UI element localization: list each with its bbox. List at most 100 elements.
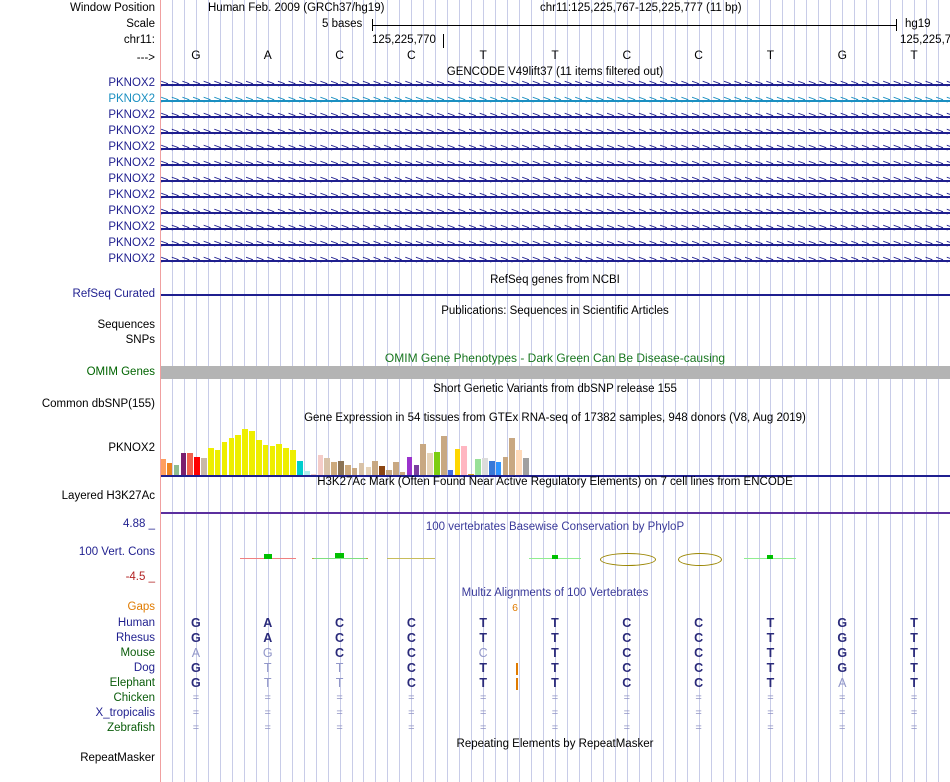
gencode-strand-arrows: >>>>>>>>>>>>>>>>>>>>>>>>>>>>>>>>>>>>>>>>… [160,253,950,266]
multiz-gap-dash: = [192,722,200,734]
gridline [172,0,173,782]
publications-sequences-label: Sequences [97,319,155,331]
repeatmasker-track-title: Repeating Elements by RepeatMasker [456,738,654,750]
gencode-gene-line [160,180,950,182]
gencode-gene-row[interactable]: >>>>>>>>>>>>>>>>>>>>>>>>>>>>>>>>>>>>>>>>… [160,205,950,218]
gencode-gene-row[interactable]: >>>>>>>>>>>>>>>>>>>>>>>>>>>>>>>>>>>>>>>>… [160,173,950,186]
gencode-gene-row[interactable]: >>>>>>>>>>>>>>>>>>>>>>>>>>>>>>>>>>>>>>>>… [160,253,950,266]
gencode-gene-row[interactable]: >>>>>>>>>>>>>>>>>>>>>>>>>>>>>>>>>>>>>>>>… [160,109,950,122]
multiz-gap-dash: = [192,692,200,704]
gridline [411,0,412,782]
gridline [687,0,688,782]
multiz-gap-dash: = [695,707,702,719]
multiz-gap-dash: = [623,707,631,719]
gencode-strand-arrows: >>>>>>>>>>>>>>>>>>>>>>>>>>>>>>>>>>>>>>>>… [160,221,950,234]
multiz-gap-dash: = [551,692,559,704]
gridline [914,0,915,782]
multiz-gap-dash: = [767,692,774,704]
multiz-gap-dash: = [551,722,559,734]
gridline [711,0,712,782]
gtex-tissue-bar [413,464,420,475]
multiz-gap-dash: = [192,707,200,719]
multiz-alignment-row[interactable]: = = = = = = = = = = = [160,706,950,721]
omim-gene-bar[interactable] [160,366,950,379]
scale-bases-label: 5 bases [322,18,363,30]
multiz-base: T [766,646,775,660]
multiz-base: C [406,661,416,675]
multiz-gap-dash: = [695,722,702,734]
gencode-strand-arrows: >>>>>>>>>>>>>>>>>>>>>>>>>>>>>>>>>>>>>>>>… [160,205,950,218]
gencode-gene-row[interactable]: >>>>>>>>>>>>>>>>>>>>>>>>>>>>>>>>>>>>>>>>… [160,125,950,138]
multiz-species-label-x_tropicalis: X_tropicalis [95,707,155,719]
multiz-gap-dash: = [336,722,343,734]
gridline [651,0,652,782]
multiz-base: T [766,676,775,690]
conservation-score-block [263,554,272,559]
gencode-gene-row[interactable]: >>>>>>>>>>>>>>>>>>>>>>>>>>>>>>>>>>>>>>>>… [160,157,950,170]
gtex-tissue-bar [516,450,522,475]
multiz-alignment-row[interactable]: = = = = = = = = = = = [160,721,950,736]
gridline [854,0,855,782]
gencode-gene-row[interactable]: >>>>>>>>>>>>>>>>>>>>>>>>>>>>>>>>>>>>>>>>… [160,77,950,90]
gridline [543,0,544,782]
conservation-lens-shape [677,553,722,566]
gencode-gene-line [160,244,950,246]
gencode-gene-row[interactable]: >>>>>>>>>>>>>>>>>>>>>>>>>>>>>>>>>>>>>>>>… [160,221,950,234]
gridline-layer [160,0,950,782]
multiz-base: C [694,616,704,630]
gencode-gene-label: PKNOX2 [108,205,155,217]
gtex-tissue-bar [228,438,235,475]
gencode-gene-label: PKNOX2 [108,253,155,265]
multiz-base: C [622,616,632,630]
gencode-gene-line [160,212,950,214]
gencode-gene-row[interactable]: >>>>>>>>>>>>>>>>>>>>>>>>>>>>>>>>>>>>>>>>… [160,93,950,106]
gencode-gene-line [160,116,950,118]
layered-h3k27ac-label: Layered H3K27Ac [61,490,155,502]
gtex-tissue-bar [523,458,529,475]
gencode-gene-row[interactable]: >>>>>>>>>>>>>>>>>>>>>>>>>>>>>>>>>>>>>>>>… [160,141,950,154]
gtex-tissue-bar [420,443,426,475]
gencode-gene-line [160,100,950,102]
gencode-gene-row[interactable]: >>>>>>>>>>>>>>>>>>>>>>>>>>>>>>>>>>>>>>>>… [160,189,950,202]
multiz-species-label-dog: Dog [133,662,155,674]
conservation-plot[interactable] [160,530,950,578]
gencode-strand-arrows: >>>>>>>>>>>>>>>>>>>>>>>>>>>>>>>>>>>>>>>>… [160,173,950,186]
conservation-max-value: 4.88 _ [123,518,155,530]
refseq-track-title: RefSeq genes from NCBI [490,274,620,286]
browser-data-area[interactable]: Human Feb. 2009 (GRCh37/hg19) chr11:125,2… [160,0,950,782]
gridline [830,0,831,782]
strand-arrow-label: ---> [136,52,155,64]
conservation-lens-shape [599,553,656,566]
multiz-base: T [263,661,272,675]
refseq-curated-label: RefSeq Curated [72,288,155,300]
repeatmasker-label: RepeatMasker [80,752,155,764]
multiz-base: T [910,646,918,660]
reference-base: T [551,48,559,62]
gridline [735,0,736,782]
multiz-gap-dash: = [910,707,918,719]
multiz-gap-dash: = [623,722,631,734]
gtex-track-title: Gene Expression in 54 tissues from GTEx … [304,412,806,424]
multiz-alignment-row[interactable]: = = = = = = = = = = = [160,691,950,706]
multiz-base: G [837,646,848,660]
gtex-tissue-bar [173,464,180,475]
gridline [256,0,257,782]
gtex-tissue-bar [221,442,228,475]
gridline [890,0,891,782]
gencode-gene-row[interactable]: >>>>>>>>>>>>>>>>>>>>>>>>>>>>>>>>>>>>>>>>… [160,237,950,250]
multiz-base: G [262,646,273,660]
gtex-bar-chart[interactable] [160,428,530,475]
gtex-tissue-bar [201,458,207,475]
multiz-base: T [766,616,775,630]
gridline [387,0,388,782]
gencode-track-title: GENCODE V49lift37 (11 items filtered out… [446,66,664,78]
gridline [675,0,676,782]
h3k27ac-rule [160,512,950,514]
multiz-gaps-label: Gaps [127,601,156,613]
multiz-base: T [910,661,918,675]
